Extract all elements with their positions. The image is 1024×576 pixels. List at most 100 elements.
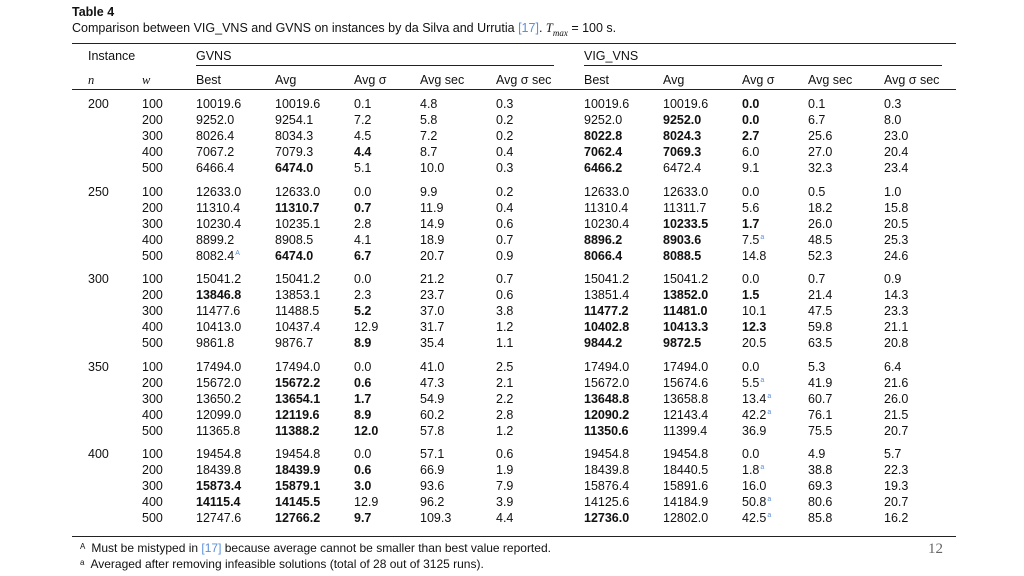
cell-value: 69.3 <box>808 479 833 494</box>
cell-ga: 13853.1 <box>275 287 320 303</box>
cell-value: 19454.8 <box>584 447 630 461</box>
cell-gb: 19454.8 <box>196 446 241 462</box>
cell-ga: 6474.0 <box>275 248 313 264</box>
cell-value: 11365.8 <box>196 423 241 438</box>
footnote-marker[interactable]: a <box>767 512 772 520</box>
footnote-marker[interactable]: a <box>767 392 772 400</box>
cell-value: 47.5 <box>808 304 833 319</box>
cell-gst: 0.4 <box>496 200 513 216</box>
cell-value: 13.4 <box>742 391 767 406</box>
cell-w: 400 <box>142 407 163 422</box>
cell-value: 8.7 <box>420 145 438 160</box>
cell-gs: 0.7 <box>354 200 371 216</box>
cell-value: 25.6 <box>808 129 833 144</box>
cell-value: 32.3 <box>808 161 833 176</box>
cell-vst: 8.0 <box>884 112 901 128</box>
footnote-marker[interactable]: a <box>760 376 765 384</box>
cell-value: 8066.4 <box>584 248 623 263</box>
header-avg-sigma: Avg σ <box>354 73 387 87</box>
cell-value: 9252.0 <box>663 113 702 128</box>
header-avg-sigma-sec: Avg σ sec <box>496 73 552 87</box>
cell-vt: 52.3 <box>808 248 832 264</box>
header-gvns: GVNS <box>196 49 232 63</box>
cell-value: 12633.0 <box>275 184 321 199</box>
cell-vst: 21.1 <box>884 319 908 335</box>
cell-gs: 0.6 <box>354 375 371 391</box>
cell-value: 1.7 <box>742 216 760 231</box>
footnote-marker[interactable]: A <box>235 249 240 257</box>
cell-ga: 9876.7 <box>275 335 313 351</box>
citation-link[interactable]: [17] <box>518 21 539 35</box>
tmax-value: = 100 s. <box>567 21 617 35</box>
cell-value: 41.0 <box>420 359 445 374</box>
footnote-mark: A <box>80 542 86 551</box>
cell-ga: 7079.3 <box>275 144 313 160</box>
header-avg: Avg <box>663 73 685 87</box>
cell-ga: 18439.9 <box>275 462 320 478</box>
cell-vst: 14.3 <box>884 287 908 303</box>
cell-value: 4.4 <box>496 511 514 526</box>
footnote-marker[interactable]: a <box>767 408 772 416</box>
cell-value: 8.9 <box>354 407 372 422</box>
cell-value: 10233.5 <box>663 216 709 231</box>
cell-gb: 11365.8 <box>196 423 240 439</box>
cell-value: 11388.2 <box>275 423 320 438</box>
cell-vb: 12090.2 <box>584 407 629 423</box>
cell-value: 0.0 <box>742 184 760 199</box>
header-w: w <box>142 73 151 87</box>
cell-w: 100 <box>142 272 163 286</box>
cell-vb: 19454.8 <box>584 446 629 462</box>
cell-value: 6.7 <box>354 248 372 263</box>
cell-w: 200 <box>142 200 163 215</box>
cell-gt: 41.0 <box>420 359 444 375</box>
cell-value: 11477.2 <box>584 304 629 319</box>
cell-value: 66.9 <box>420 463 445 478</box>
footnote-marker[interactable]: a <box>760 233 765 241</box>
cell-va: 18440.5 <box>663 462 708 478</box>
cell-value: 18439.9 <box>275 463 321 478</box>
cell-value: 12119.6 <box>275 407 320 422</box>
cell-value: 10235.1 <box>275 216 321 231</box>
cell-ga: 11488.5 <box>275 303 319 319</box>
cell-value: 0.6 <box>354 463 372 478</box>
cell-vst: 19.3 <box>884 478 908 494</box>
cell-value: 11310.4 <box>196 200 241 215</box>
cell-value: 1.2 <box>496 320 514 335</box>
cell-value: 11481.0 <box>663 304 708 319</box>
cell-value: 26.0 <box>808 216 833 231</box>
cell-ga: 15041.2 <box>275 271 320 287</box>
cell-value: 0.6 <box>354 375 372 390</box>
cell-gt: 8.7 <box>420 144 437 160</box>
cell-value: 0.1 <box>808 97 826 111</box>
cell-vst: 24.6 <box>884 248 908 264</box>
cell-value: 6.0 <box>742 145 760 160</box>
cell-gt: 10.0 <box>420 160 444 176</box>
footnote-marker[interactable]: a <box>767 496 772 504</box>
cell-value: 19.3 <box>884 479 909 494</box>
cell-ga: 8034.3 <box>275 128 313 144</box>
cell-value: 12090.2 <box>584 407 630 422</box>
cell-va: 13852.0 <box>663 287 708 303</box>
citation-link[interactable]: [17] <box>201 541 222 555</box>
cell-vb: 17494.0 <box>584 359 629 375</box>
cell-value: 57.8 <box>420 423 445 438</box>
cell-gst: 4.4 <box>496 510 513 526</box>
cell-gs: 4.4 <box>354 144 371 160</box>
cell-value: 5.7 <box>884 447 902 461</box>
cell-value: 60.7 <box>808 391 833 406</box>
cell-value: 2.8 <box>496 407 514 422</box>
cell-gb: 15672.0 <box>196 375 241 391</box>
cell-vt: 27.0 <box>808 144 832 160</box>
cell-va: 8088.5 <box>663 248 701 264</box>
cell-value: 0.0 <box>742 272 760 286</box>
cell-w: 300 <box>142 216 163 231</box>
cell-w: 400 <box>142 495 163 510</box>
cell-value: 0.4 <box>496 200 514 215</box>
cell-vst: 20.7 <box>884 494 908 510</box>
cell-value: 5.5 <box>742 375 760 390</box>
cell-value: 5.2 <box>354 304 372 319</box>
footnote-marker[interactable]: a <box>760 464 765 472</box>
cell-gs: 0.6 <box>354 462 371 478</box>
cell-vs: 5.5a <box>742 375 764 391</box>
cell-value: 6466.4 <box>196 161 235 176</box>
